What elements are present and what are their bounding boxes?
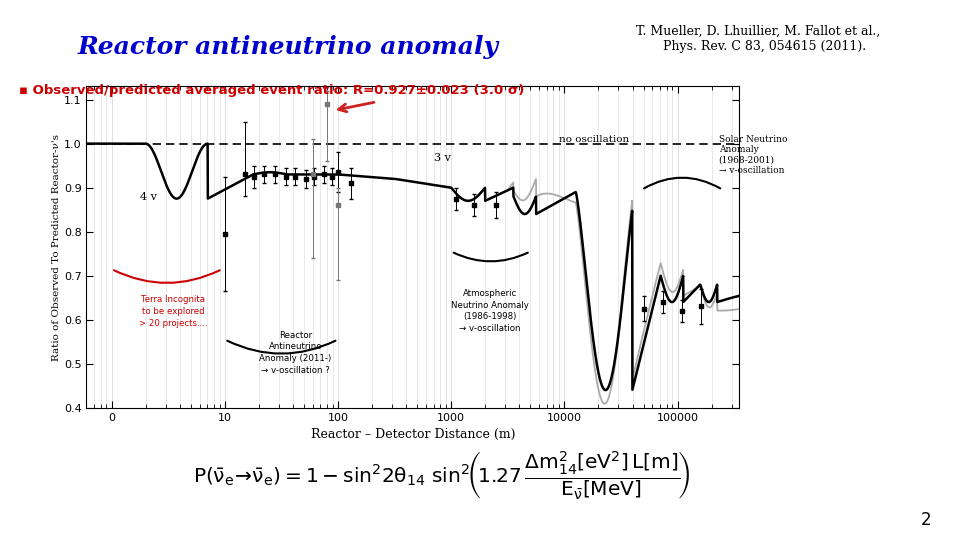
- Text: Reactor antineutrino anomaly: Reactor antineutrino anomaly: [78, 35, 498, 59]
- Text: 4 v: 4 v: [140, 192, 157, 202]
- Text: no oscillation: no oscillation: [560, 136, 630, 144]
- Text: T. Mueller, D. Lhuillier, M. Fallot et al.,
   Phys. Rev. C 83, 054615 (2011).: T. Mueller, D. Lhuillier, M. Fallot et a…: [636, 25, 880, 53]
- Text: Atmospheric
Neutrino Anomaly
(1986-1998)
→ v-oscillation: Atmospheric Neutrino Anomaly (1986-1998)…: [451, 289, 529, 333]
- Text: $\mathrm{P(\bar{\nu}_e \!\to\! \bar{\nu}_e) = 1 - \sin^2\!2\theta_{14}\ \sin^2\!: $\mathrm{P(\bar{\nu}_e \!\to\! \bar{\nu}…: [193, 449, 690, 501]
- Text: 3 v: 3 v: [434, 153, 450, 163]
- Text: Solar Neutrino
Anomaly
(1968-2001)
→ v-oscillation: Solar Neutrino Anomaly (1968-2001) → v-o…: [718, 135, 787, 175]
- Y-axis label: Ratio of Observed To Predicted Reactor-ν's: Ratio of Observed To Predicted Reactor-ν…: [52, 133, 61, 361]
- Text: Reactor
Antineutrino
Anomaly (2011-)
→ v-oscillation ?: Reactor Antineutrino Anomaly (2011-) → v…: [259, 330, 331, 375]
- X-axis label: Reactor – Detector Distance (m): Reactor – Detector Distance (m): [310, 428, 516, 441]
- Text: 2: 2: [921, 511, 931, 529]
- Text: Terra Incognita
to be explored
> 20 projects....: Terra Incognita to be explored > 20 proj…: [139, 295, 207, 328]
- Text: ▪ Observed/predicted averaged event ratio: R=0.927±0.023 (3.0 σ): ▪ Observed/predicted averaged event rati…: [19, 84, 524, 97]
